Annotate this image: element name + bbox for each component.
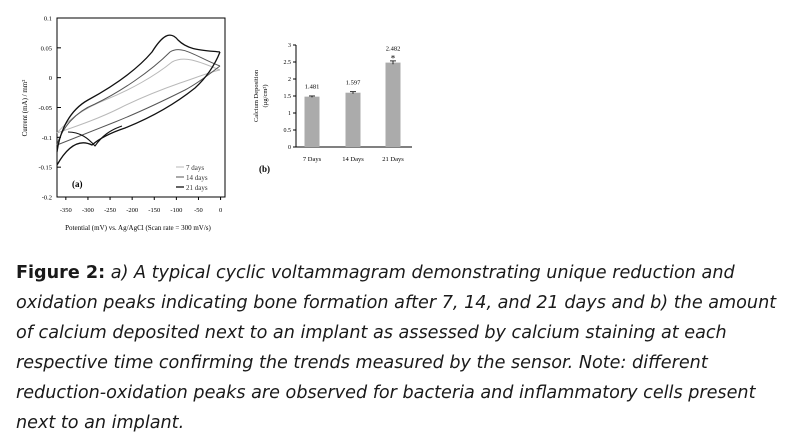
panel-a-y-tick-label: -0.05: [38, 105, 52, 112]
panel-b-y-tick-label: 2: [288, 77, 291, 83]
panel-b-value-label: 1.481: [305, 84, 320, 91]
panel-a-voltammogram: 0.10.050-0.05-0.1-0.15-0.2 -350 -300 -250-…: [21, 16, 226, 232]
panel-b-y-tick-label: 0: [288, 145, 291, 151]
panel-b-value-label: 1.597: [346, 80, 361, 87]
panel-a-y-ticks: 0.1 0.05 0 -0.05 -0.1 -0.15 -0.2: [38, 16, 61, 202]
panel-b-value-label: 2.482: [386, 46, 401, 53]
panel-a-x-tick-label: 0: [219, 207, 222, 214]
panel-b-y-ticks: 3 2.5 2 1.5 1 0.5 0: [284, 43, 296, 151]
panel-b-y-tick-label: 3: [288, 43, 291, 49]
panel-a-x-tick-label: -350: [60, 207, 72, 214]
panel-b-bars: 1.481 1.597 2.482*: [304, 46, 401, 147]
caption-label: Figure 2:: [16, 263, 106, 283]
series-21-days-lower: [56, 51, 221, 166]
panel-a-y-axis-label: Current (mA) / mm²: [21, 80, 29, 137]
figure-2: 0.10.050-0.05-0.1-0.15-0.2 -350 -300 -250-…: [21, 16, 412, 232]
panel-b-y-tick-label: 2.5: [284, 60, 292, 66]
panel-b-category-labels: 7 Days 14 Days 21 Days: [303, 156, 404, 163]
panel-b-y-axis-label-line2: (µg/cm²): [262, 84, 269, 107]
panel-b-bar: [304, 96, 320, 147]
panel-b-bar-chart: 3 2.5 2 1.5 1 0.5 0 1.481 1.597 2.482* 7 Days 14 …: [253, 43, 412, 174]
series-7-days-lower: [56, 69, 221, 134]
panel-a-x-axis-label: Potential (mV) vs. Ag/AgCl (Scan rate = …: [65, 224, 211, 232]
panel-a-y-tick-label: 0: [49, 75, 52, 82]
figure-caption: Figure 2: a) A typical cyclic voltammagr…: [16, 258, 788, 438]
panel-b-tag: (b): [259, 164, 270, 174]
panel-a-y-tick-label: -0.2: [42, 195, 52, 202]
panel-b-category-label: 7 Days: [303, 156, 322, 163]
panel-b-y-axis-label-line1: Calcium Deposition: [253, 69, 260, 122]
panel-a-x-tick-label: -50: [194, 207, 203, 214]
panel-b-category-label: 14 Days: [342, 156, 364, 163]
panel-a-x-tick-label: -100: [170, 207, 182, 214]
panel-a-y-tick-label: -0.15: [38, 165, 52, 172]
panel-b-significance-mark: *: [391, 54, 396, 64]
panel-b-y-tick-label: 0.5: [284, 128, 292, 134]
series-14-days-upper: [56, 49, 221, 146]
panel-b-category-label: 21 Days: [382, 156, 404, 163]
caption-text: a) A typical cyclic voltammagram demonst…: [16, 263, 777, 433]
panel-b-y-tick-label: 1: [288, 111, 291, 117]
panel-a-tag: (a): [72, 179, 83, 189]
panel-a-y-tick-label: -0.1: [42, 135, 52, 142]
panel-b-bar: [385, 62, 401, 147]
panel-a-y-tick-label: 0.1: [44, 16, 52, 23]
panel-b-y-tick-label: 1.5: [284, 94, 292, 100]
panel-a-x-tick-label: -150: [148, 207, 160, 214]
panel-a-x-ticks: -350 -300 -250 -200 -150 -100 -50 0: [60, 197, 222, 214]
panel-a-y-tick-label: 0.05: [41, 45, 52, 52]
panel-a-x-tick-label: -200: [126, 207, 138, 214]
legend-14-days-label: 14 days: [186, 174, 208, 182]
series-21-days-dip: [67, 125, 123, 147]
panel-a-cv-curves: [56, 34, 221, 166]
legend-21-days-label: 21 days: [186, 184, 208, 192]
panel-a-legend: 7 days 14 days 21 days: [176, 164, 208, 192]
panel-b-bar: [345, 92, 361, 147]
series-21-days-upper: [56, 34, 221, 153]
panel-a-x-tick-label: -300: [82, 207, 94, 214]
panel-a-x-tick-label: -250: [104, 207, 116, 214]
legend-7-days-label: 7 days: [186, 164, 204, 172]
